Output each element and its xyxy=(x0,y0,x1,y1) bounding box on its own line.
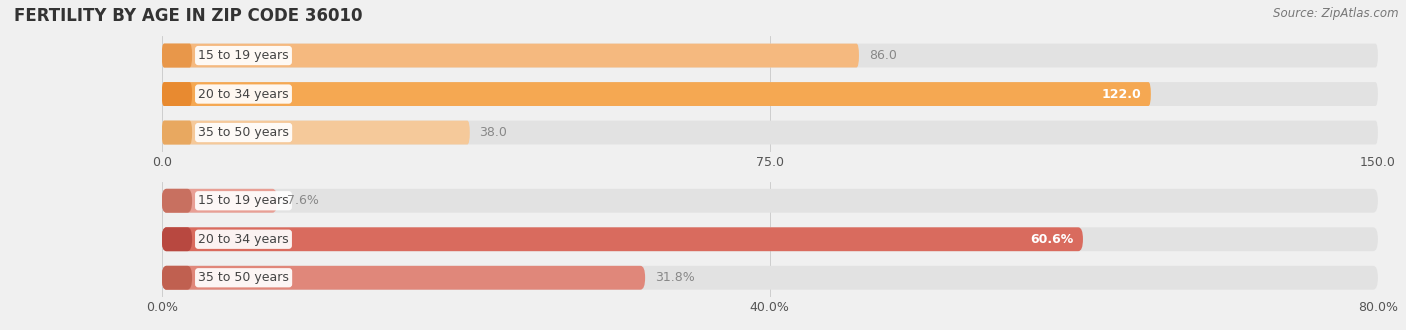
Text: 60.6%: 60.6% xyxy=(1031,233,1073,246)
FancyBboxPatch shape xyxy=(162,227,193,251)
FancyBboxPatch shape xyxy=(162,189,193,213)
Text: 35 to 50 years: 35 to 50 years xyxy=(198,271,290,284)
Text: 15 to 19 years: 15 to 19 years xyxy=(198,49,288,62)
FancyBboxPatch shape xyxy=(162,44,193,68)
FancyBboxPatch shape xyxy=(162,189,1378,213)
FancyBboxPatch shape xyxy=(162,227,1083,251)
FancyBboxPatch shape xyxy=(162,227,1378,251)
FancyBboxPatch shape xyxy=(162,82,193,106)
Text: 31.8%: 31.8% xyxy=(655,271,695,284)
Text: FERTILITY BY AGE IN ZIP CODE 36010: FERTILITY BY AGE IN ZIP CODE 36010 xyxy=(14,7,363,25)
FancyBboxPatch shape xyxy=(162,82,1152,106)
FancyBboxPatch shape xyxy=(162,44,859,68)
Text: Source: ZipAtlas.com: Source: ZipAtlas.com xyxy=(1274,7,1399,19)
Text: 38.0: 38.0 xyxy=(479,126,508,139)
Text: 122.0: 122.0 xyxy=(1101,87,1142,101)
FancyBboxPatch shape xyxy=(162,120,1378,145)
FancyBboxPatch shape xyxy=(162,120,193,145)
Text: 86.0: 86.0 xyxy=(869,49,897,62)
Text: 35 to 50 years: 35 to 50 years xyxy=(198,126,290,139)
FancyBboxPatch shape xyxy=(162,266,1378,290)
FancyBboxPatch shape xyxy=(162,82,1378,106)
Text: 20 to 34 years: 20 to 34 years xyxy=(198,87,288,101)
FancyBboxPatch shape xyxy=(162,266,193,290)
Text: 20 to 34 years: 20 to 34 years xyxy=(198,233,288,246)
FancyBboxPatch shape xyxy=(162,189,277,213)
FancyBboxPatch shape xyxy=(162,44,1378,68)
FancyBboxPatch shape xyxy=(162,120,470,145)
Text: 7.6%: 7.6% xyxy=(287,194,319,207)
Text: 15 to 19 years: 15 to 19 years xyxy=(198,194,288,207)
FancyBboxPatch shape xyxy=(162,266,645,290)
